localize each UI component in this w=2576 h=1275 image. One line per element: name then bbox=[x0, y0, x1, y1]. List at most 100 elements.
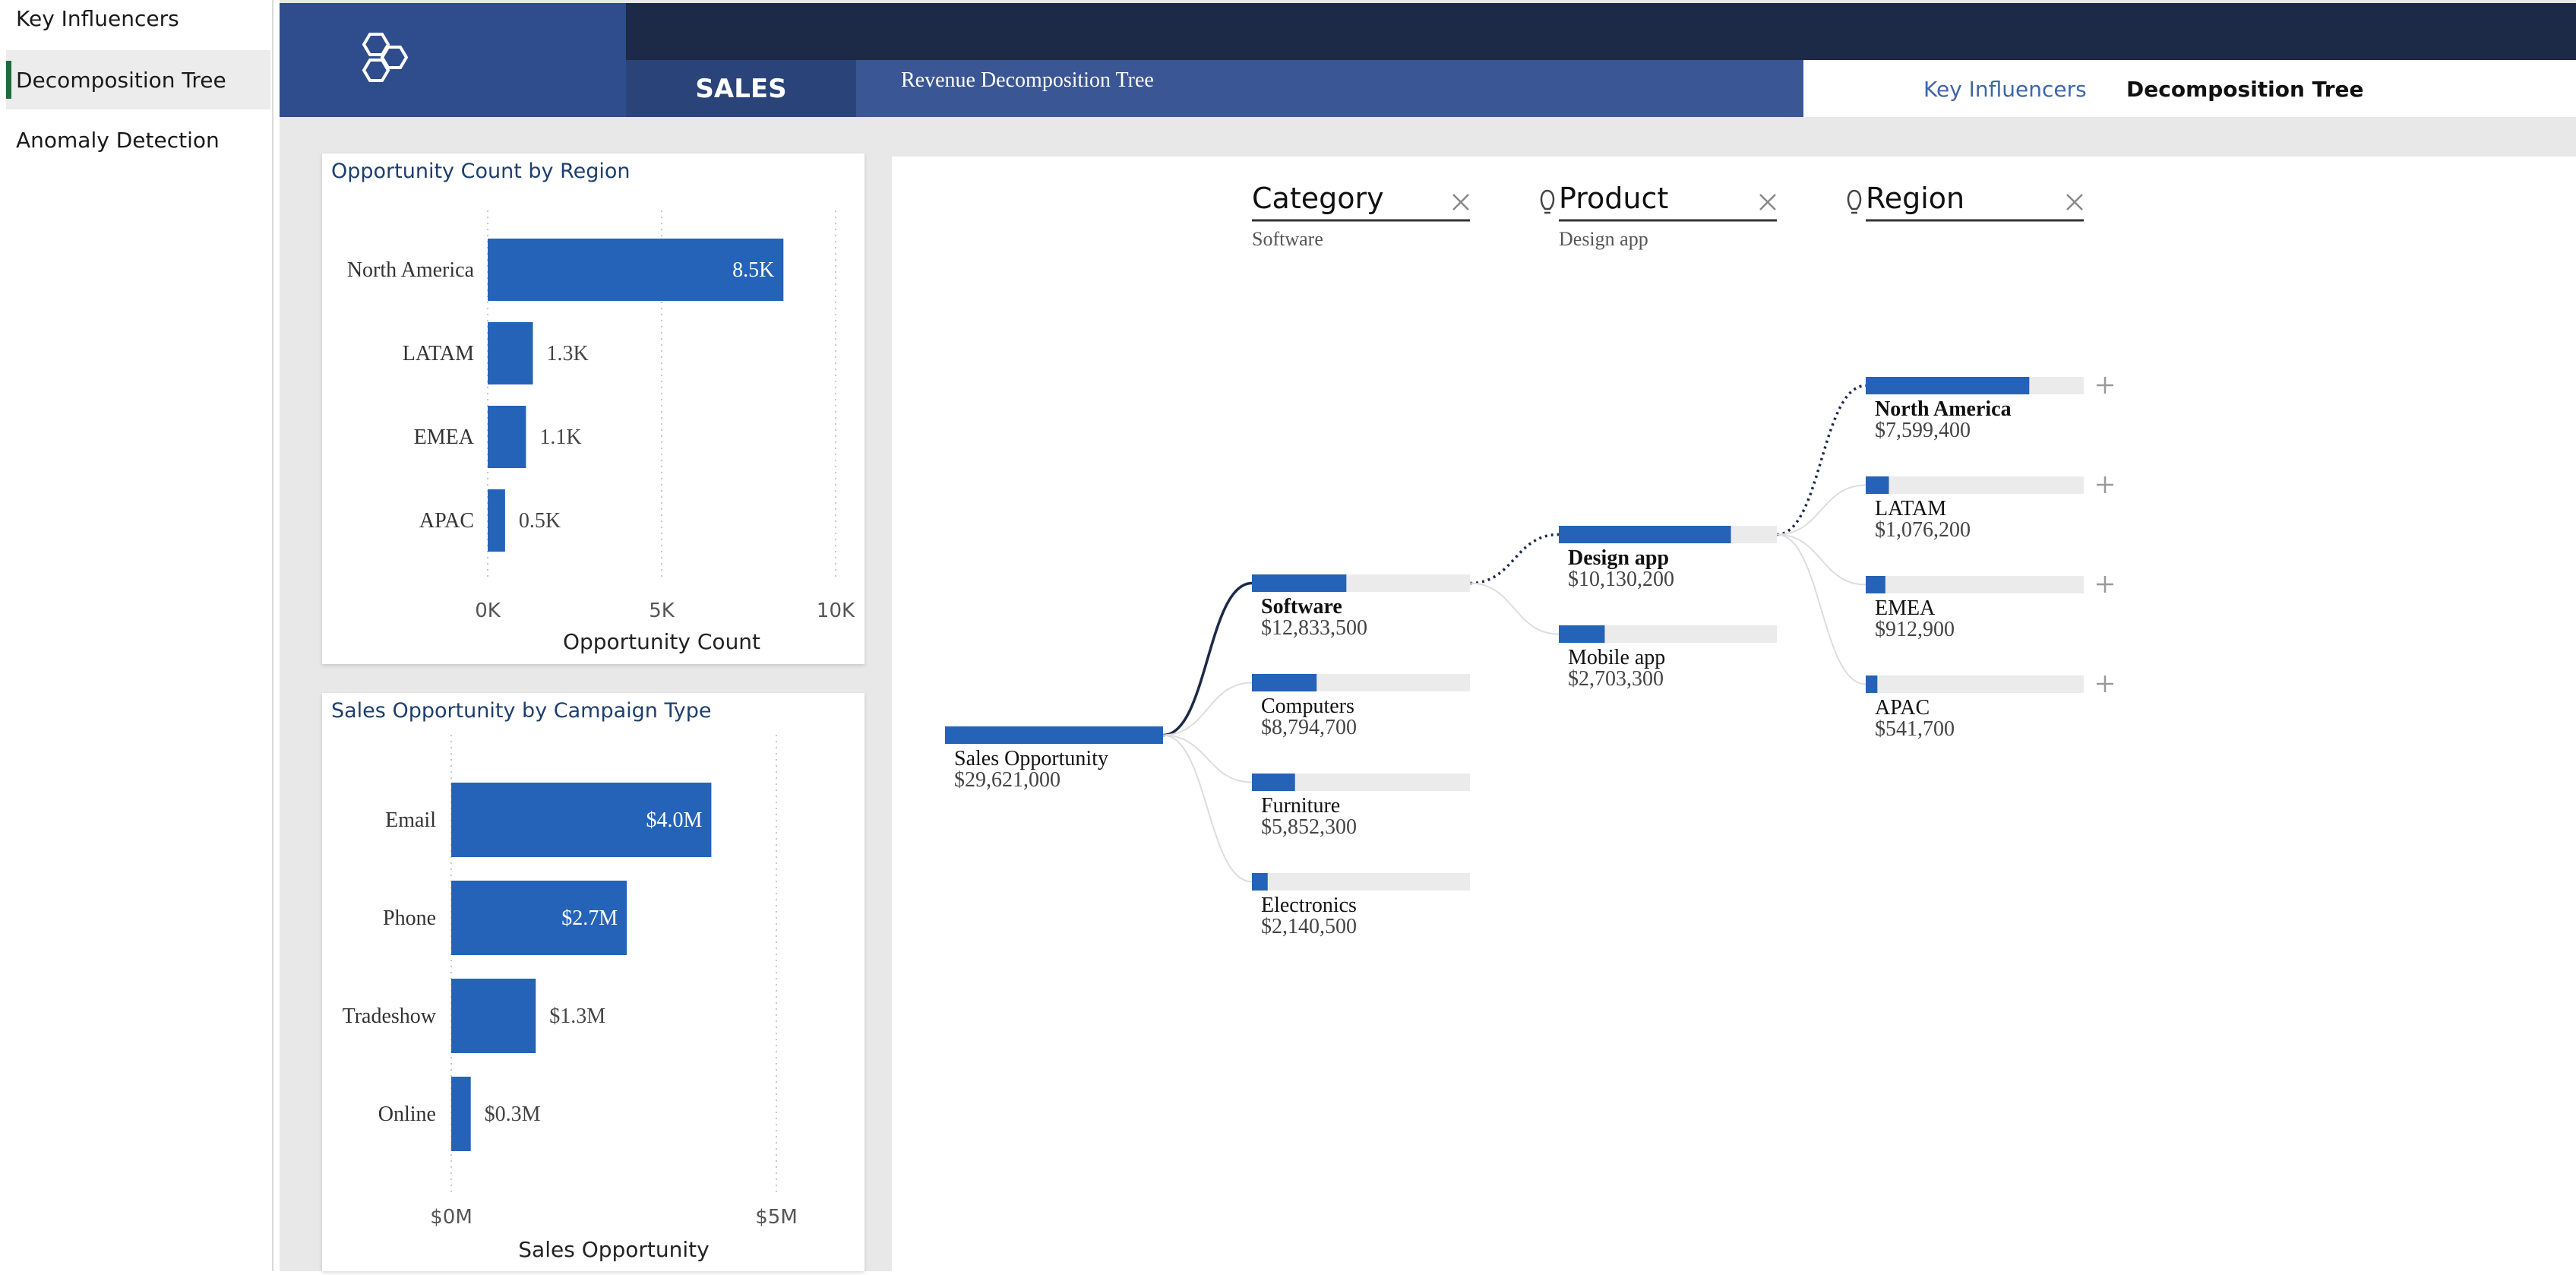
data-label: $0.3M bbox=[485, 1103, 541, 1126]
page-tabs: Key Influencers Decomposition Tree bbox=[1803, 60, 2576, 117]
remove-level-icon[interactable] bbox=[2066, 194, 2083, 210]
node-bar bbox=[1866, 476, 1889, 494]
category-label: EMEA bbox=[414, 426, 475, 449]
campaign-type-card: Sales Opportunity by Campaign Type $0M $5… bbox=[322, 693, 864, 1271]
node-track bbox=[1252, 774, 1470, 791]
node-bar bbox=[1252, 873, 1268, 891]
level-selected-value: Design app bbox=[1559, 228, 1648, 250]
category-label: APAC bbox=[419, 509, 474, 533]
bar bbox=[451, 881, 627, 955]
chart-title: Opportunity Count by Region bbox=[331, 160, 631, 183]
bar bbox=[451, 979, 536, 1053]
node-label-latam: LATAM bbox=[1875, 497, 1946, 520]
tree-connector bbox=[1162, 734, 1253, 783]
node-bar bbox=[1252, 674, 1317, 691]
node-track bbox=[1252, 873, 1470, 891]
data-label: 1.1K bbox=[539, 426, 581, 449]
expand-node-icon[interactable] bbox=[2097, 576, 2113, 593]
node-value-emea: $912,900 bbox=[1875, 618, 1955, 641]
opportunity-count-card: Opportunity Count by Region 0K 5K 10K North… bbox=[322, 153, 864, 664]
level-header-region: Region bbox=[1866, 182, 1964, 215]
decomposition-tree: Category Software Product Design app Region S… bbox=[945, 182, 2113, 938]
lightbulb-icon bbox=[1540, 189, 1555, 214]
bar bbox=[488, 489, 505, 552]
bar bbox=[488, 239, 784, 301]
bar bbox=[451, 783, 712, 857]
sidebar-item-label: Decomposition Tree bbox=[16, 67, 226, 93]
node-label-root: Sales Opportunity bbox=[954, 747, 1108, 770]
tree-connector bbox=[1162, 581, 1253, 737]
node-value-electronics: $2,140,500 bbox=[1261, 915, 1357, 938]
node-bar bbox=[1866, 576, 1885, 593]
tree-connector bbox=[1776, 484, 1866, 536]
campaign-type-chart: $0M $5M Email $4.0M Phone $2.7M Tradeshow $1.3M… bbox=[343, 735, 798, 1262]
data-label: $4.0M bbox=[646, 808, 702, 832]
sidebar-item-anomaly-detection[interactable]: Anomaly Detection bbox=[6, 110, 270, 169]
sidebar-item-decomposition-tree[interactable]: Decomposition Tree bbox=[6, 50, 270, 109]
data-label: 8.5K bbox=[732, 258, 774, 282]
node-bar bbox=[1252, 574, 1347, 592]
decomposition-tree-visual: Category Software Product Design app Region S… bbox=[892, 157, 2576, 1271]
hexagons-logo-icon bbox=[362, 33, 409, 82]
x-axis-title: Sales Opportunity bbox=[518, 1237, 709, 1262]
node-value-design-app: $10,130,200 bbox=[1568, 568, 1674, 591]
x-tick-label: 0K bbox=[475, 600, 501, 622]
sidebar: Key Influencers Decomposition Tree Anoma… bbox=[0, 0, 273, 1271]
expand-node-icon[interactable] bbox=[2097, 476, 2113, 493]
category-label: Online bbox=[378, 1103, 436, 1126]
node-value-root: $29,621,000 bbox=[954, 768, 1060, 792]
category-label: LATAM bbox=[403, 342, 474, 365]
tree-connector bbox=[1162, 734, 1253, 883]
x-tick-label: 5K bbox=[649, 600, 675, 622]
bar bbox=[451, 1077, 471, 1151]
level-selected-value: Software bbox=[1252, 228, 1323, 250]
remove-level-icon[interactable] bbox=[1759, 194, 1776, 210]
node-label-mobile-app: Mobile app bbox=[1568, 646, 1665, 669]
section-label: SALES bbox=[626, 60, 856, 117]
lightbulb-icon bbox=[1847, 189, 1862, 214]
x-tick-label: $0M bbox=[430, 1206, 473, 1229]
level-header-category: Category bbox=[1252, 182, 1384, 215]
category-label: Tradeshow bbox=[343, 1004, 437, 1028]
node-value-mobile-app: $2,703,300 bbox=[1568, 667, 1664, 691]
sidebar-item-label: Key Influencers bbox=[16, 6, 179, 31]
node-track bbox=[1866, 675, 2084, 693]
node-bar bbox=[1559, 526, 1731, 543]
tab-decomposition-tree[interactable]: Decomposition Tree bbox=[2126, 77, 2364, 102]
node-label-design-app: Design app bbox=[1568, 546, 1669, 570]
x-tick-label: 10K bbox=[817, 600, 855, 622]
lightbulb-bulb bbox=[1540, 189, 1555, 210]
lightbulb-bulb bbox=[1847, 189, 1862, 210]
data-label: $2.7M bbox=[561, 906, 618, 930]
node-value-apac: $541,700 bbox=[1875, 717, 1955, 741]
tree-connector bbox=[1162, 682, 1253, 736]
opportunity-count-chart: 0K 5K 10K North America 8.5K LATAM 1.3K EMEA 1.1… bbox=[347, 210, 855, 654]
node-value-latam: $1,076,200 bbox=[1875, 518, 1971, 542]
tab-key-influencers[interactable]: Key Influencers bbox=[1923, 77, 2087, 102]
sidebar-item-label: Anomaly Detection bbox=[16, 127, 220, 153]
category-label: Email bbox=[385, 808, 436, 832]
node-label-electronics: Electronics bbox=[1261, 894, 1357, 917]
expand-node-icon[interactable] bbox=[2097, 377, 2113, 394]
category-label: Phone bbox=[383, 906, 436, 930]
node-bar bbox=[1252, 774, 1295, 791]
report-subtitle: Revenue Decomposition Tree bbox=[901, 68, 1154, 92]
node-bar bbox=[945, 726, 1163, 744]
node-label-north-america: North America bbox=[1875, 397, 2012, 421]
report-canvas: SALES Revenue Decomposition Tree Key Inf… bbox=[280, 0, 2576, 1271]
node-label-emea: EMEA bbox=[1875, 596, 1936, 620]
data-label: 0.5K bbox=[519, 509, 561, 533]
category-label: North America bbox=[347, 258, 475, 282]
tree-connector bbox=[1469, 582, 1560, 635]
node-bar bbox=[1866, 675, 1878, 693]
node-label-software: Software bbox=[1261, 595, 1342, 619]
node-bar bbox=[1866, 377, 2030, 394]
level-header-product: Product bbox=[1559, 182, 1668, 215]
data-label: $1.3M bbox=[549, 1004, 605, 1028]
sidebar-item-key-influencers[interactable]: Key Influencers bbox=[6, 0, 270, 38]
node-label-computers: Computers bbox=[1261, 694, 1354, 718]
x-axis-title: Opportunity Count bbox=[563, 629, 760, 654]
remove-level-icon[interactable] bbox=[1452, 194, 1469, 210]
expand-node-icon[interactable] bbox=[2097, 675, 2113, 692]
top-bar: SALES Revenue Decomposition Tree Key Inf… bbox=[280, 3, 2576, 117]
